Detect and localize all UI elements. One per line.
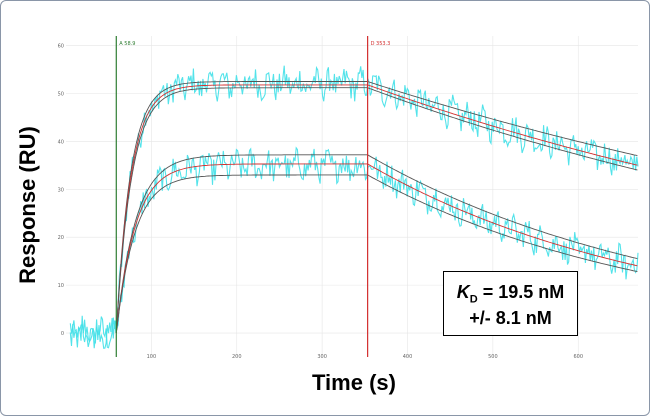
fit-curve	[115, 174, 368, 334]
fit-curve	[367, 154, 638, 260]
x-tick-label: 500	[488, 354, 498, 360]
fit-curve	[115, 154, 368, 334]
tick-labels: 100 200 300 400 500 600 0 10 20 30 40 50 60	[58, 44, 583, 360]
fit-curve	[367, 174, 638, 273]
fit-curve	[367, 81, 638, 157]
fit-curve	[115, 84, 368, 334]
y-tick-label: 10	[58, 283, 64, 289]
fit-curve	[367, 87, 638, 171]
x-tick-label: 600	[573, 354, 583, 360]
fit-curve	[115, 163, 368, 334]
y-axis-title: Response (RU)	[15, 126, 40, 284]
x-tick-label: 400	[403, 354, 413, 360]
x-axis-title: Time (s)	[312, 370, 396, 395]
y-tick-label: 0	[61, 331, 64, 337]
kd-error: +/- 8.1 nM	[469, 307, 552, 328]
y-tick-label: 40	[58, 139, 64, 145]
phase-marker-label: A 58.9	[119, 41, 135, 47]
y-tick-label: 50	[58, 91, 64, 97]
fit-curves	[115, 81, 638, 334]
x-tick-label: 100	[147, 354, 157, 360]
kd-subscript: D	[469, 293, 478, 306]
kd-annotation-box: KD = 19.5 nM +/- 8.1 nM	[443, 271, 578, 336]
measured-trace	[69, 65, 639, 349]
y-tick-label: 30	[58, 187, 64, 193]
fit-curve	[367, 163, 638, 267]
x-tick-label: 300	[317, 354, 327, 360]
y-tick-label: 60	[58, 44, 64, 50]
phase-marker-label: D 353.3	[371, 41, 391, 47]
fit-curve	[115, 81, 368, 334]
x-tick-label: 200	[232, 354, 242, 360]
phase-markers: A 58.9 D 353.3	[115, 36, 391, 357]
fit-curve	[367, 84, 638, 166]
kd-value: = 19.5 nM	[482, 282, 565, 302]
kd-value-line: KD = 19.5 nM	[444, 282, 577, 306]
fit-curve	[115, 87, 368, 334]
kd-symbol: K	[456, 282, 470, 302]
y-tick-label: 20	[58, 235, 64, 241]
